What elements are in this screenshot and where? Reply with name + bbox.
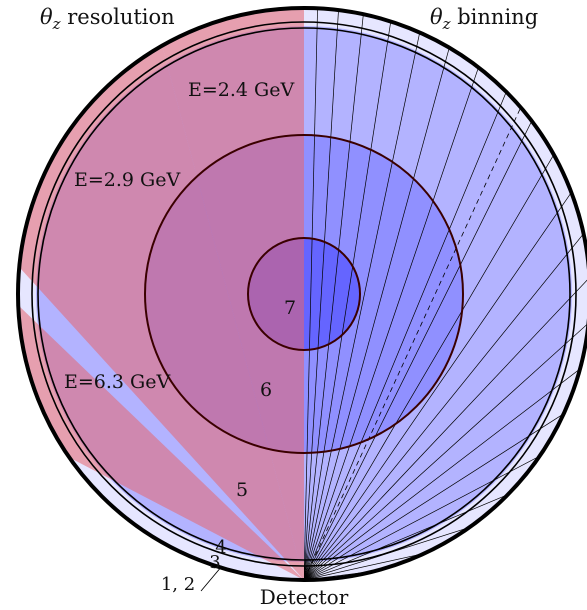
bin-line xyxy=(304,8,359,580)
bin-line xyxy=(304,8,491,580)
region-label-5: 5 xyxy=(236,479,248,501)
detector-label: Detector xyxy=(260,585,349,609)
region-label-1-2: 1, 2 xyxy=(161,574,195,595)
leader-line-1-2 xyxy=(200,565,223,592)
title-binning: θz binning xyxy=(430,5,538,33)
energy-label-2-9: E=2.9 GeV xyxy=(74,169,180,191)
bin-line xyxy=(304,8,587,580)
bin-line xyxy=(304,94,587,580)
sector-e63 xyxy=(18,230,304,580)
bin-line xyxy=(304,8,587,580)
region-7-right xyxy=(304,238,360,350)
bin-line xyxy=(304,8,443,580)
bin-line xyxy=(304,160,587,580)
bin-line xyxy=(304,8,587,580)
energy-label-2-4: E=2.4 GeV xyxy=(188,79,294,101)
region-label-7: 7 xyxy=(284,297,296,319)
binning-half xyxy=(304,8,587,580)
layer-3-boundary xyxy=(31,21,577,567)
bin-line xyxy=(304,8,587,580)
energy-label-6-3: E=6.3 GeV xyxy=(64,371,170,393)
bin-line xyxy=(304,8,542,580)
region-6-right xyxy=(304,135,463,453)
bin-line xyxy=(304,8,587,580)
outer-boundary xyxy=(16,6,587,582)
layer-6-boundary xyxy=(144,134,464,454)
bin-line xyxy=(304,8,326,580)
layer-4-boundary xyxy=(37,27,571,561)
layer-7-boundary xyxy=(247,237,361,351)
bin-line xyxy=(304,32,587,580)
bin-line xyxy=(304,8,587,580)
region-label-6: 6 xyxy=(260,379,272,401)
title-resolution: θz resolution xyxy=(40,5,175,33)
region-label-3: 3 xyxy=(209,552,220,573)
bin-line xyxy=(304,306,587,580)
bin-line xyxy=(304,8,399,580)
region-label-4: 4 xyxy=(215,537,226,558)
